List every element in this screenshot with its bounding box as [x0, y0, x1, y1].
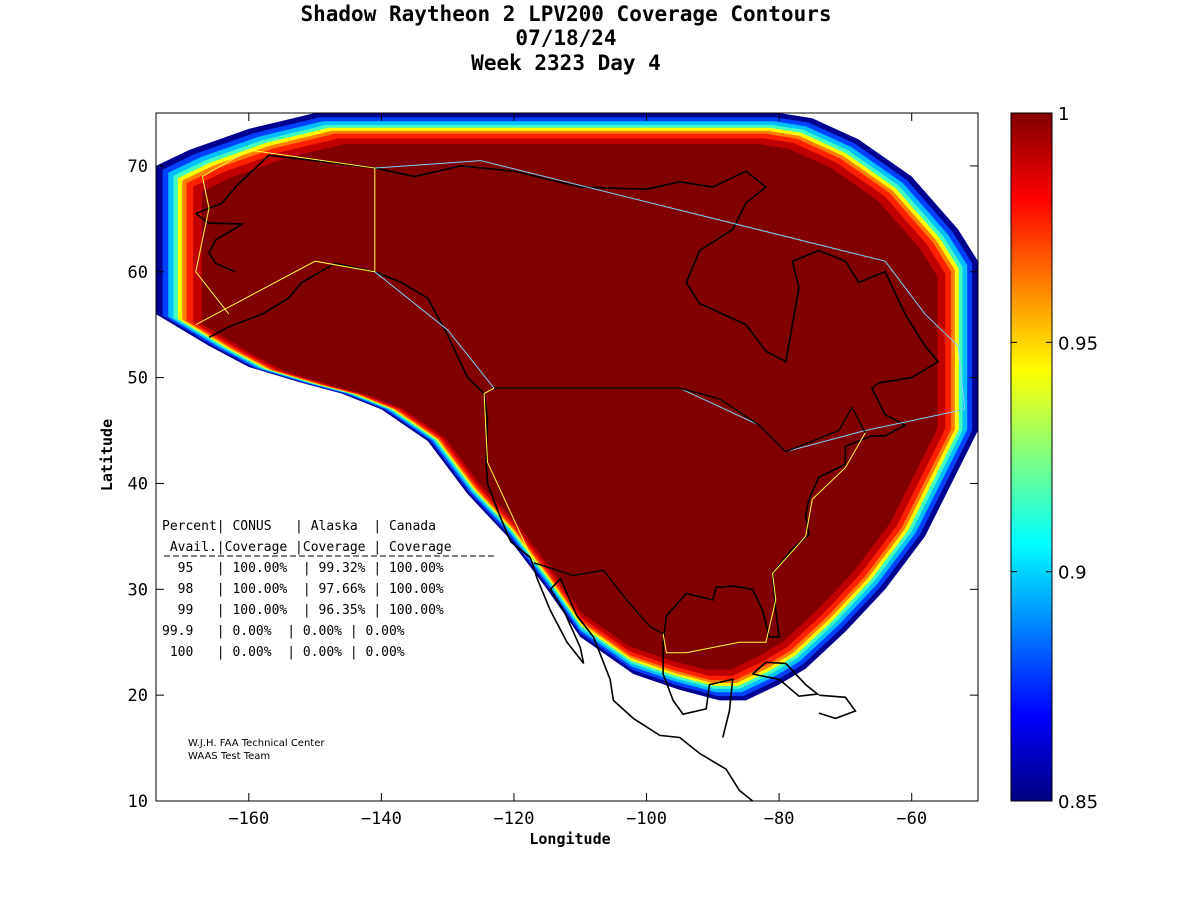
table-row: 99.9 | 0.00% | 0.00% | 0.00% [162, 624, 405, 639]
colorbar-tick-label: 0.85 [1058, 792, 1098, 813]
alaska-service-outline [195, 149, 376, 326]
x-tick-label: −80 [764, 809, 795, 829]
y-tick-label: 70 [128, 157, 148, 177]
y-axis-label: Latitude [98, 419, 116, 491]
cuba-coastline [752, 661, 820, 698]
us-canada-border [494, 387, 866, 453]
x-tick-label: −60 [896, 809, 927, 829]
pacific-coastline [483, 393, 754, 801]
colorbar-tick-label: 1 [1058, 104, 1069, 125]
x-tick-label: −160 [228, 809, 269, 829]
alaska-south-coastline [208, 262, 485, 395]
table-row: 95 | 100.00% | 99.32% | 100.00% [162, 561, 444, 576]
y-tick-label: 60 [128, 263, 148, 283]
credit-line-1: W.J.H. FAA Technical Center [188, 738, 325, 749]
table-row: 99 | 100.00% | 96.35% | 100.00% [162, 603, 444, 618]
table-header-2: Avail.|Coverage |Coverage | Coverage [162, 540, 452, 555]
map-layer [156, 113, 978, 801]
us-mexico-border [533, 562, 664, 635]
coverage-table: Percent| CONUS | Alaska | Canada Avail.|… [162, 519, 495, 660]
colorbar-bar [1010, 112, 1053, 802]
table-row: 100 | 0.00% | 0.00% | 0.00% [162, 645, 405, 660]
colorbar: 1 0.95 0.9 0.85 [1010, 104, 1098, 813]
y-tick-label: 20 [128, 686, 148, 706]
table-row: 98 | 100.00% | 97.66% | 100.00% [162, 582, 444, 597]
x-axis-label: Longitude [529, 830, 610, 848]
colorbar-tick-label: 0.9 [1058, 563, 1087, 584]
credit-line-2: WAAS Test Team [188, 751, 270, 762]
chart-date: 07/18/24 [515, 26, 617, 50]
colorbar-ticks: 1 0.95 0.9 0.85 [1011, 104, 1098, 813]
x-tick-label: −140 [361, 809, 402, 829]
x-tick-label: −120 [493, 809, 534, 829]
hispaniola-coastline [818, 694, 857, 720]
axis-ticks: −160 −140 −120 −100 −80 −60 10 20 30 40 50 60 70 [128, 113, 978, 829]
table-header-1: Percent| CONUS | Alaska | Canada [162, 519, 436, 534]
y-tick-label: 10 [128, 792, 148, 812]
north-america-coastline [195, 154, 940, 738]
chart-week-day: Week 2323 Day 4 [471, 51, 661, 75]
plot-frame [155, 112, 979, 802]
alaska-west-coastline [195, 212, 245, 273]
colorbar-tick-label: 0.95 [1058, 333, 1098, 354]
y-tick-label: 40 [128, 474, 148, 494]
y-tick-label: 50 [128, 369, 148, 389]
y-tick-label: 30 [128, 580, 148, 600]
chart-title: Shadow Raytheon 2 LPV200 Coverage Contou… [300, 2, 832, 26]
x-tick-label: −100 [626, 809, 667, 829]
